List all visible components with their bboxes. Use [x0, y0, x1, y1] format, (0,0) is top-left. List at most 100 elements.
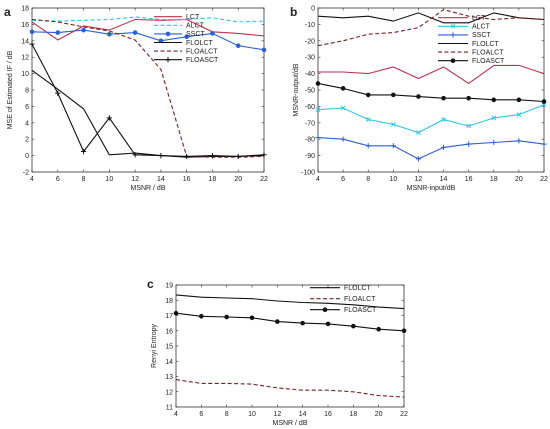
y-tick-label: 15 — [165, 344, 173, 351]
y-tick-label: -80 — [305, 137, 315, 144]
x-axis-title: MSNR-input/dB — [407, 185, 456, 192]
data-point — [275, 319, 280, 324]
legend-label: FLOLCT — [344, 285, 372, 292]
x-tick-label: 14 — [299, 411, 307, 418]
data-point — [416, 94, 421, 99]
data-point — [376, 326, 381, 332]
series-line — [175, 379, 405, 398]
x-tick-label: 20 — [515, 176, 523, 183]
y-tick-label: 16 — [165, 328, 173, 335]
series-line — [31, 43, 265, 157]
x-tick-label: 8 — [366, 176, 370, 183]
series-line — [31, 18, 265, 158]
y-tick-label: 8 — [25, 88, 29, 95]
y-tick-label: -60 — [305, 104, 315, 111]
legend: FLOLCT FLOALCT FLOASCT — [310, 285, 377, 314]
data-point — [441, 117, 446, 122]
data-point — [315, 81, 321, 86]
x-tick-label: 10 — [105, 176, 113, 183]
legend-label: FLOALCT — [186, 48, 218, 55]
data-point — [80, 148, 87, 155]
series-line — [31, 29, 265, 51]
data-point — [340, 105, 346, 111]
series-floalct — [31, 18, 265, 158]
y-tick-label: 18 — [21, 6, 29, 13]
y-tick-label: 12 — [21, 55, 29, 62]
y-tick-label: 13 — [165, 374, 173, 381]
data-point — [390, 143, 396, 149]
data-point — [491, 97, 497, 103]
data-point — [184, 153, 190, 160]
data-point — [81, 27, 86, 33]
x-tick-label: 16 — [324, 411, 332, 418]
legend-label: ALCT — [472, 24, 491, 31]
series-ssct — [29, 27, 267, 53]
data-point — [224, 314, 229, 320]
legend-marker — [165, 57, 171, 63]
data-point — [132, 152, 138, 158]
y-tick-label: 19 — [165, 283, 173, 290]
x-tick-label: 12 — [415, 176, 423, 183]
data-point — [516, 97, 522, 103]
y-tick-label: 2 — [25, 137, 29, 144]
x-axis-title: MSNR / dB — [130, 185, 165, 192]
x-tick-label: 6 — [56, 176, 60, 183]
y-tick-label: -2 — [23, 170, 29, 177]
x-tick-label: 16 — [465, 176, 473, 183]
series-flolct — [317, 12, 545, 24]
chart-panel-b: 4 6 8 10 12 14 16 18 20 22-100-90-80-70-60-50-40-… — [293, 6, 548, 193]
panel-b-letter: b — [290, 5, 297, 19]
legend-marker — [450, 32, 456, 38]
data-point — [235, 43, 241, 49]
x-tick-label: 8 — [82, 176, 86, 183]
x-tick-label: 16 — [183, 176, 191, 183]
legend-label: LCT — [186, 14, 200, 21]
data-point — [365, 143, 371, 149]
legend-marker — [322, 307, 328, 313]
legend-label: SSCT — [186, 31, 205, 38]
x-tick-label: 12 — [131, 176, 139, 183]
y-tick-label: -70 — [305, 120, 315, 127]
y-tick-label: -30 — [305, 55, 315, 62]
data-point — [184, 34, 189, 39]
data-point — [300, 320, 305, 326]
chart-panel-a: 4 6 8 10 12 14 16 18 20 22 -2 0 2 4 6 8 10 12 14 16 18 MSNR /… — [7, 6, 268, 193]
y-tick-label: 18 — [165, 298, 173, 305]
series-line — [318, 64, 545, 85]
y-tick-label: 14 — [21, 38, 29, 45]
x-tick-label: 10 — [248, 411, 256, 418]
y-tick-label: -50 — [305, 88, 315, 95]
x-tick-label: 6 — [341, 176, 345, 183]
data-point — [249, 315, 255, 321]
data-point — [210, 31, 215, 36]
y-tick-label: 0 — [25, 153, 29, 160]
x-axis-title: MSNR / dB — [272, 420, 307, 427]
y-tick-label: -10 — [305, 22, 315, 29]
data-point — [351, 323, 356, 329]
plot-frame — [317, 7, 545, 173]
legend-label: FLOLCT — [472, 41, 500, 48]
legend-label: FLOASCT — [186, 57, 219, 64]
data-point — [107, 31, 112, 37]
x-tick-label: 4 — [30, 176, 34, 183]
data-point — [415, 156, 422, 162]
data-point — [199, 313, 204, 319]
series-floasct — [29, 41, 267, 160]
data-point — [365, 92, 371, 98]
data-point — [261, 152, 267, 158]
y-tick-label: -90 — [305, 153, 315, 160]
x-tick-label: 14 — [440, 176, 448, 183]
data-point — [390, 122, 396, 127]
x-tick-label: 18 — [209, 176, 217, 183]
data-point — [261, 47, 267, 53]
data-point — [516, 138, 522, 144]
series-flolct — [175, 294, 405, 310]
data-point — [440, 144, 447, 150]
data-point — [466, 141, 472, 147]
series-lct — [31, 18, 265, 41]
data-point — [466, 95, 471, 101]
y-tick-label: 10 — [21, 71, 29, 78]
x-tick-label: 14 — [157, 176, 165, 183]
